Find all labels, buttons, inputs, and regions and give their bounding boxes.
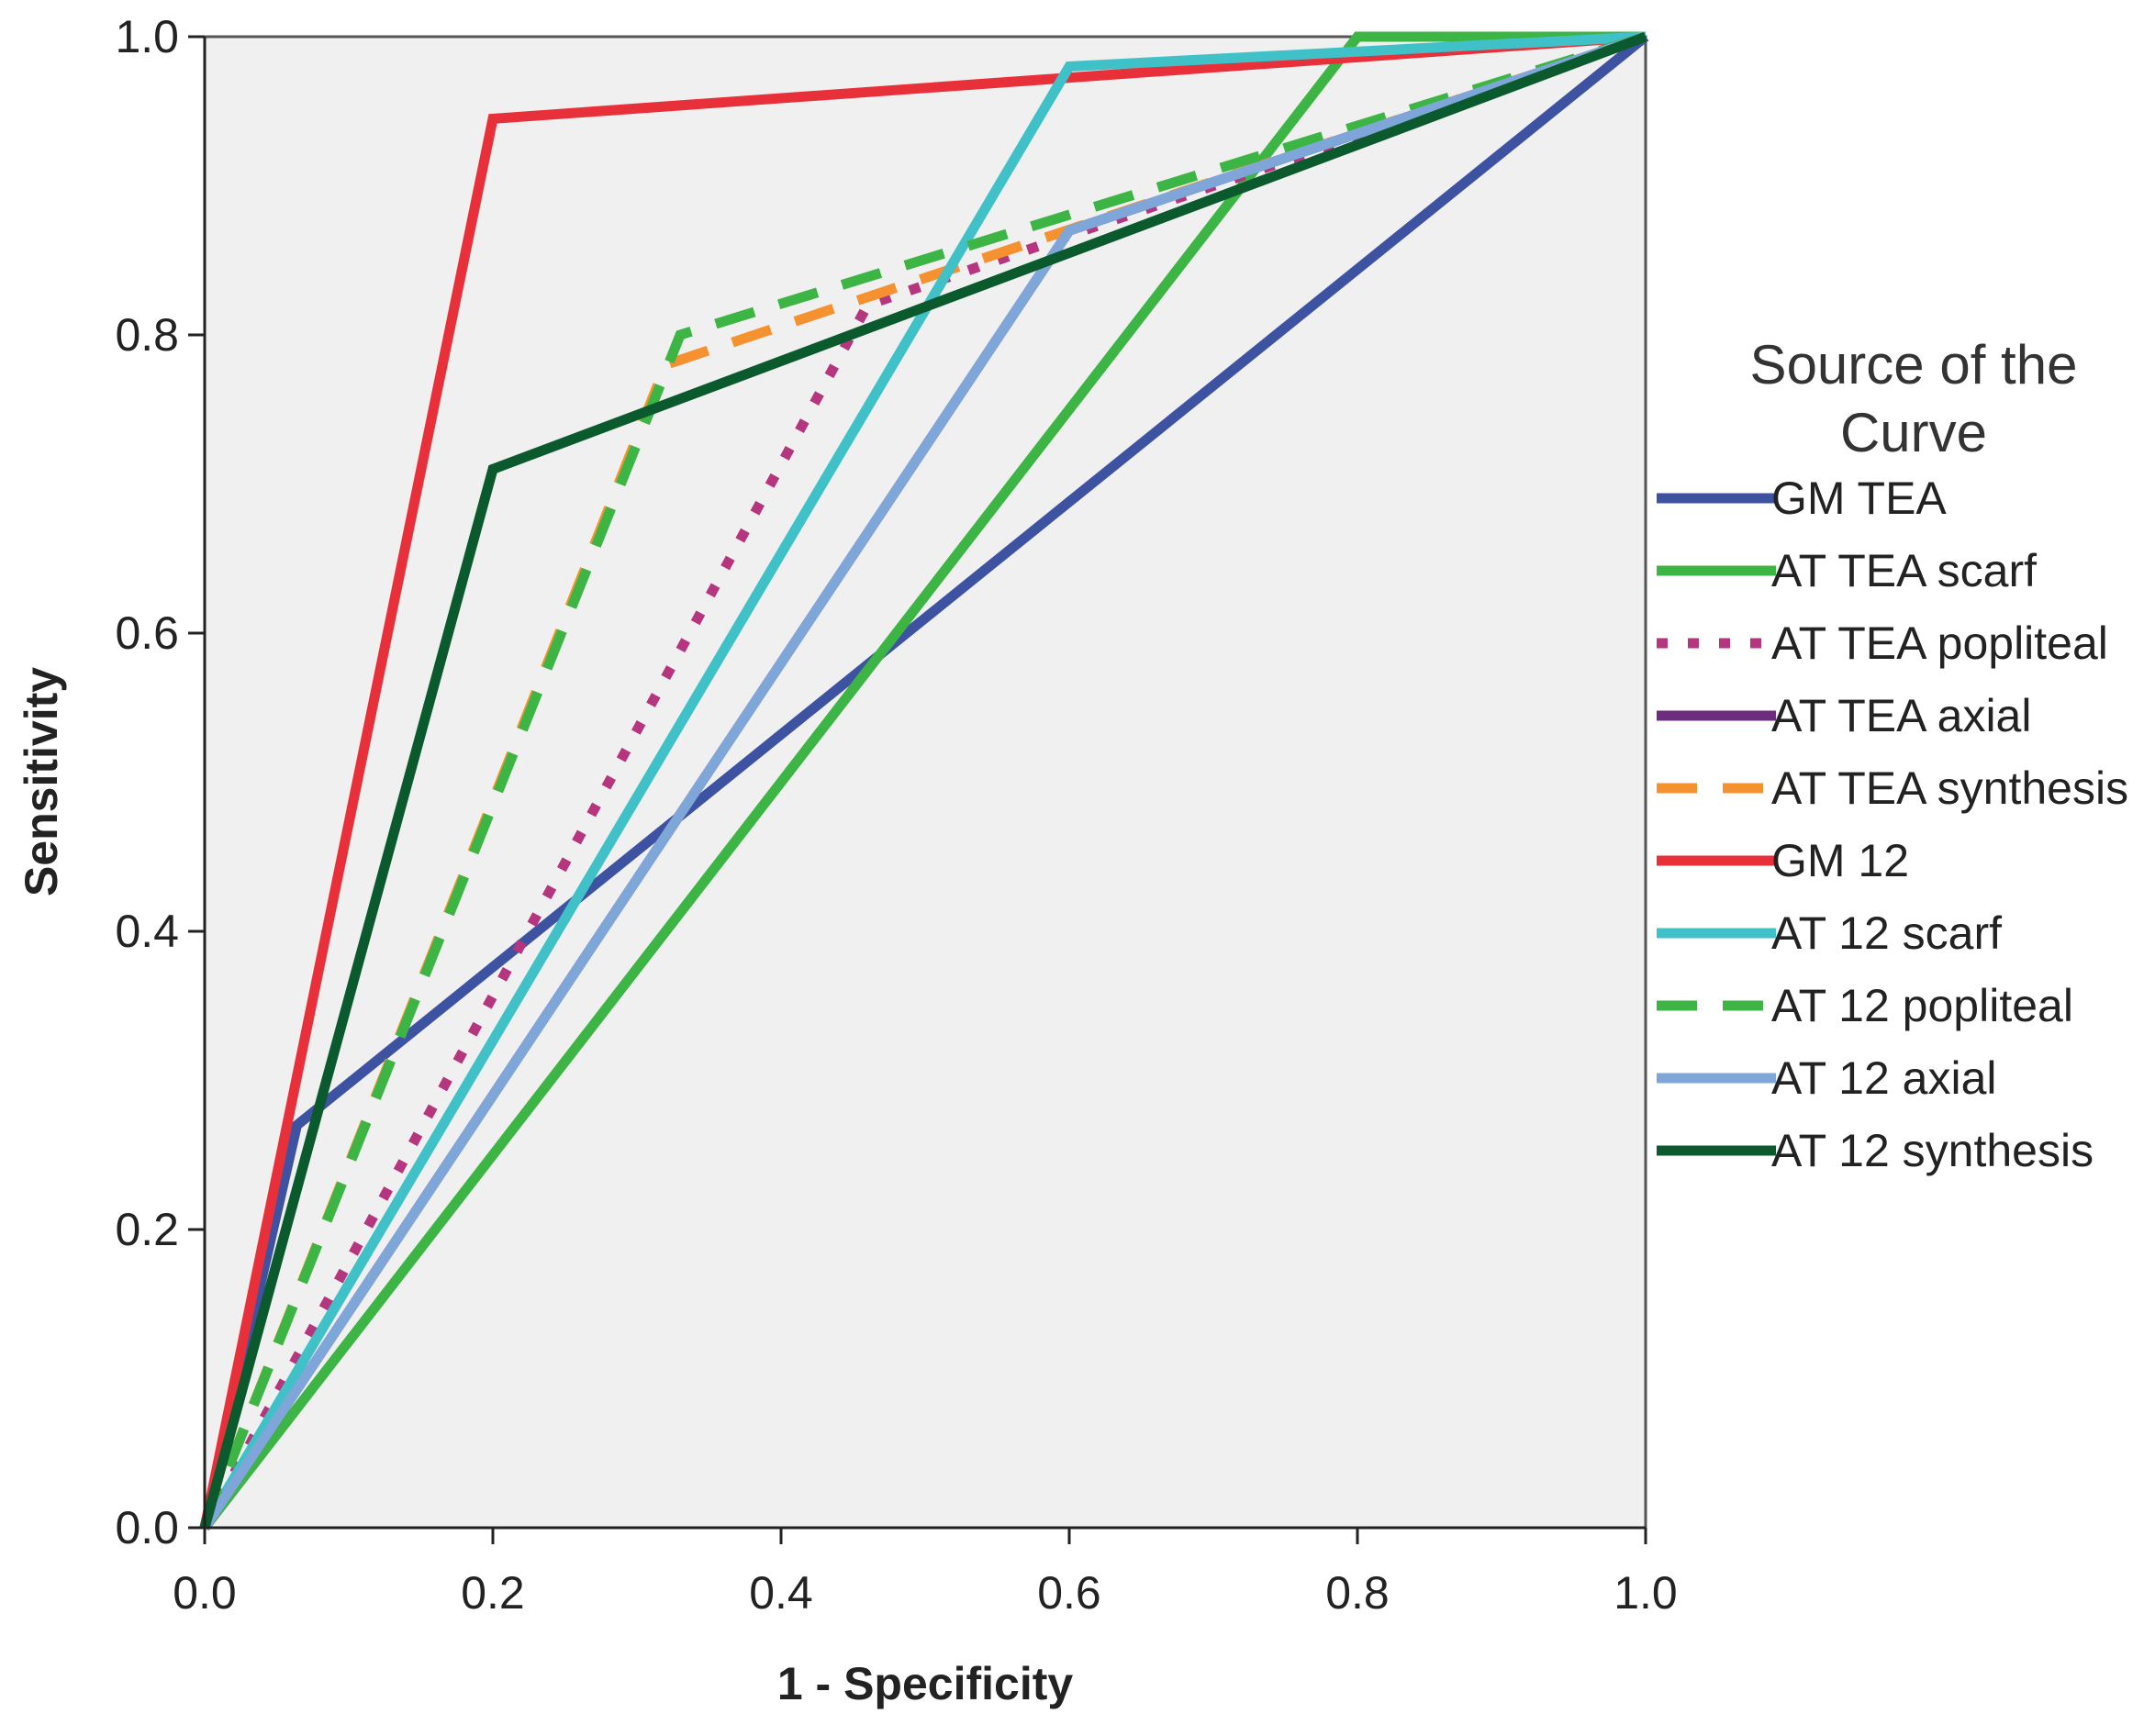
legend-label-at-tea-synthesis: AT TEA synthesis <box>1771 762 2128 814</box>
legend-label-gm-tea: GM TEA <box>1771 473 1947 524</box>
legend-label-at-tea-axial: AT TEA axial <box>1771 690 2031 741</box>
legend-label-at-12-popliteal: AT 12 popliteal <box>1771 980 2073 1031</box>
legend: Source of the Curve GM TEA AT TEA scarf AT… <box>1657 334 2128 1176</box>
series-line-at-12-axial <box>200 31 1647 1531</box>
series-line-at-12-synthesis <box>199 31 1647 1530</box>
x-tick-label-2: 0.4 <box>749 1567 813 1619</box>
y-tick-label-4: 0.8 <box>115 309 179 361</box>
series-line-at-12-scarf <box>200 31 1647 1530</box>
legend-title-line1: Source of the <box>1750 334 2078 395</box>
legend-item-at-12-synthesis: AT 12 synthesis <box>1657 1125 2094 1176</box>
x-tick-label-4: 0.8 <box>1325 1567 1390 1619</box>
x-tick-label-3: 0.6 <box>1037 1567 1101 1619</box>
x-tick-label-5: 1.0 <box>1613 1567 1678 1619</box>
legend-label-at-12-axial: AT 12 axial <box>1771 1052 1997 1104</box>
series-layer <box>199 31 1649 1531</box>
legend-item-at-tea-synthesis: AT TEA synthesis <box>1657 762 2128 814</box>
y-tick-label-2: 0.4 <box>115 906 179 957</box>
legend-item-gm-12: GM 12 <box>1657 835 1909 886</box>
x-tick-group: 0.0 0.2 0.4 0.6 0.8 1.0 <box>173 1528 1678 1619</box>
legend-item-gm-tea: GM TEA <box>1657 473 1947 524</box>
legend-item-at-12-axial: AT 12 axial <box>1657 1052 1997 1104</box>
legend-label-at-12-scarf: AT 12 scarf <box>1771 907 2002 959</box>
legend-item-at-12-scarf: AT 12 scarf <box>1657 907 2002 959</box>
series-line-at-12-popliteal <box>199 31 1647 1530</box>
legend-label-at-12-synthesis: AT 12 synthesis <box>1771 1125 2094 1176</box>
legend-item-at-tea-scarf: AT TEA scarf <box>1657 545 2037 596</box>
x-axis-title: 1 - Specificity <box>777 1658 1074 1709</box>
legend-item-at-tea-axial: AT TEA axial <box>1657 690 2031 741</box>
y-tick-group: 0.0 0.2 0.4 0.6 0.8 1.0 <box>115 11 205 1553</box>
y-tick-label-1: 0.2 <box>115 1204 179 1255</box>
legend-title-line2: Curve <box>1840 402 1987 463</box>
legend-item-at-12-popliteal: AT 12 popliteal <box>1657 980 2073 1031</box>
legend-label-at-tea-scarf: AT TEA scarf <box>1771 545 2037 596</box>
series-line-gm-12 <box>199 31 1647 1530</box>
y-axis-title: Sensitivity <box>16 667 67 896</box>
y-tick-label-3: 0.6 <box>115 607 179 659</box>
x-tick-label-1: 0.2 <box>461 1567 525 1619</box>
plot-area <box>203 35 1647 1530</box>
legend-item-at-tea-popliteal: AT TEA popliteal <box>1657 618 2108 669</box>
y-tick-label-0: 0.0 <box>115 1502 179 1553</box>
legend-label-gm-12: GM 12 <box>1771 835 1909 886</box>
legend-label-at-tea-popliteal: AT TEA popliteal <box>1771 618 2108 669</box>
x-tick-label-0: 0.0 <box>173 1567 237 1619</box>
y-tick-label-5: 1.0 <box>115 11 179 62</box>
legend-items: GM TEA AT TEA scarf AT TEA popliteal AT TEA… <box>1657 473 2128 1176</box>
